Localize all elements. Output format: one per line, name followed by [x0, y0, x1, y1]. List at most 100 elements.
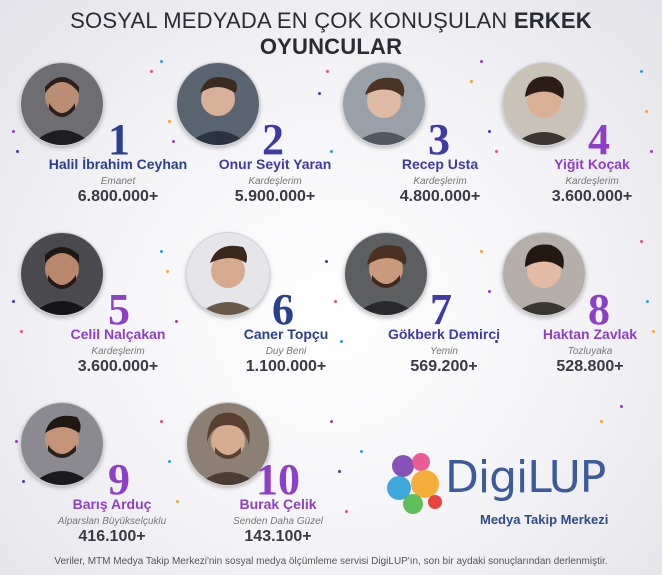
- decorative-dot: [175, 320, 178, 323]
- mention-count: 528.800+: [556, 358, 624, 375]
- decorative-dot: [360, 450, 363, 453]
- actor-show: Kardeşlerim: [413, 176, 467, 187]
- actor-name: Halil İbrahim Ceyhan: [48, 156, 188, 172]
- decorative-dot: [495, 150, 498, 153]
- actor-name: Burak Çelik: [239, 496, 317, 512]
- actor-photo-3: [342, 62, 426, 146]
- person-icon: [345, 233, 427, 315]
- rank-number: 9: [108, 455, 130, 504]
- person-icon: [21, 63, 103, 145]
- actor-show: Yemin: [430, 346, 458, 357]
- person-icon: [343, 63, 425, 145]
- actor-name: Caner Topçu: [243, 326, 329, 342]
- actor-show: Kardeşlerim: [565, 176, 619, 187]
- rank-number: 3: [428, 115, 450, 164]
- page-title: SOSYAL MEDYADA EN ÇOK KONUŞULAN ERKEK OY…: [0, 8, 662, 60]
- mention-count: 4.800.000+: [399, 188, 481, 205]
- decorative-dot: [334, 300, 337, 303]
- person-icon: [21, 233, 103, 315]
- decorative-dot: [480, 250, 483, 253]
- actor-photo-9: [20, 402, 104, 486]
- actor-show: Kardeşlerim: [248, 176, 302, 187]
- actor-photo-7: [344, 232, 428, 316]
- decorative-dot: [345, 510, 348, 513]
- mention-count: 569.200+: [410, 358, 478, 375]
- actor-photo-8: [502, 232, 586, 316]
- rank-number: 2: [262, 115, 284, 164]
- actor-show: Emanet: [100, 176, 136, 187]
- decorative-dot: [20, 330, 23, 333]
- actor-show: Alparslan Büyükselçuklu: [57, 516, 167, 527]
- actor-photo-1: [20, 62, 104, 146]
- decorative-dot: [600, 420, 603, 423]
- actor-show: Senden Daha Güzel: [232, 516, 324, 527]
- decorative-dot: [326, 70, 329, 73]
- logo-brand: DigiLUP: [445, 452, 606, 503]
- actor-card: 7 Gökberk Demirci Yemin 569.200+: [0, 0, 500, 375]
- decorative-dot: [470, 80, 473, 83]
- decorative-dot: [620, 405, 623, 408]
- actor-name: Yiğit Koçak: [554, 156, 630, 172]
- decorative-dot: [160, 60, 163, 63]
- title-part2: ERKEK OYUNCULAR: [259, 8, 592, 59]
- decorative-dot: [488, 290, 491, 293]
- decorative-dot: [645, 110, 648, 113]
- actor-card: 4 Yiğit Koçak Kardeşlerim 3.600.000+: [0, 0, 632, 205]
- title-part1: SOSYAL MEDYADA EN ÇOK KONUŞULAN: [70, 8, 514, 33]
- mention-count: 6.800.000+: [77, 188, 159, 205]
- logo-subtitle: Medya Takip Merkezi: [480, 512, 609, 527]
- decorative-dot: [166, 270, 169, 273]
- mention-count: 143.100+: [244, 528, 312, 545]
- decorative-dot: [12, 130, 15, 133]
- mention-count: 3.600.000+: [551, 188, 633, 205]
- decorative-dot: [160, 420, 163, 423]
- actor-name: Onur Seyit Yaran: [218, 156, 332, 172]
- actor-show: Duy Beni: [265, 346, 307, 357]
- person-icon: [503, 63, 585, 145]
- decorative-dot: [640, 240, 643, 243]
- rank-number: 4: [588, 115, 610, 164]
- mention-count: 3.600.000+: [77, 358, 159, 375]
- actor-card: 10 Burak Çelik Senden Daha Güzel 143.100…: [0, 0, 323, 545]
- actor-card: 3 Recep Usta Kardeşlerim 4.800.000+: [0, 0, 480, 205]
- actor-photo-6: [186, 232, 270, 316]
- decorative-dot: [325, 260, 328, 263]
- decorative-dot: [172, 140, 175, 143]
- logo-bubbles-icon: [387, 453, 442, 514]
- actor-card: 5 Celil Nalçakan Kardeşlerim 3.600.000+: [0, 0, 165, 375]
- decorative-dot: [338, 470, 341, 473]
- decorative-dot: [480, 60, 483, 63]
- actor-name: Celil Nalçakan: [70, 326, 166, 342]
- decorative-dot: [168, 120, 171, 123]
- actor-photo-4: [502, 62, 586, 146]
- actor-photo-5: [20, 232, 104, 316]
- decorative-dot: [640, 70, 643, 73]
- actor-card: 9 Barış Arduç Alparslan Büyükselçuklu 41…: [0, 0, 166, 545]
- person-icon: [21, 403, 103, 485]
- decorative-dot: [22, 480, 25, 483]
- mention-count: 5.900.000+: [234, 188, 316, 205]
- person-icon: [187, 233, 269, 315]
- rank-number: 8: [588, 285, 610, 334]
- rank-number: 7: [430, 285, 452, 334]
- decorative-dot: [160, 250, 163, 253]
- rank-number: 6: [272, 285, 294, 334]
- actor-name: Barış Arduç: [72, 496, 152, 512]
- actor-name: Haktan Zavlak: [542, 326, 638, 342]
- decorative-dot: [176, 500, 179, 503]
- actor-card: 6 Caner Topçu Duy Beni 1.100.000+: [0, 0, 328, 375]
- decorative-dot: [330, 420, 333, 423]
- actor-photo-2: [176, 62, 260, 146]
- person-icon: [177, 63, 259, 145]
- decorative-dot: [318, 92, 321, 95]
- decorative-dot: [16, 150, 19, 153]
- decorative-dot: [652, 330, 655, 333]
- actor-card: 2 Onur Seyit Yaran Kardeşlerim 5.900.000…: [0, 0, 331, 205]
- decorative-dot: [646, 300, 649, 303]
- rank-number: 1: [108, 115, 130, 164]
- decorative-dot: [488, 130, 491, 133]
- decorative-dot: [15, 440, 18, 443]
- decorative-dot: [340, 340, 343, 343]
- footer-note: Veriler, MTM Medya Takip Merkezi'nin sos…: [54, 556, 608, 567]
- decorative-dot: [650, 150, 653, 153]
